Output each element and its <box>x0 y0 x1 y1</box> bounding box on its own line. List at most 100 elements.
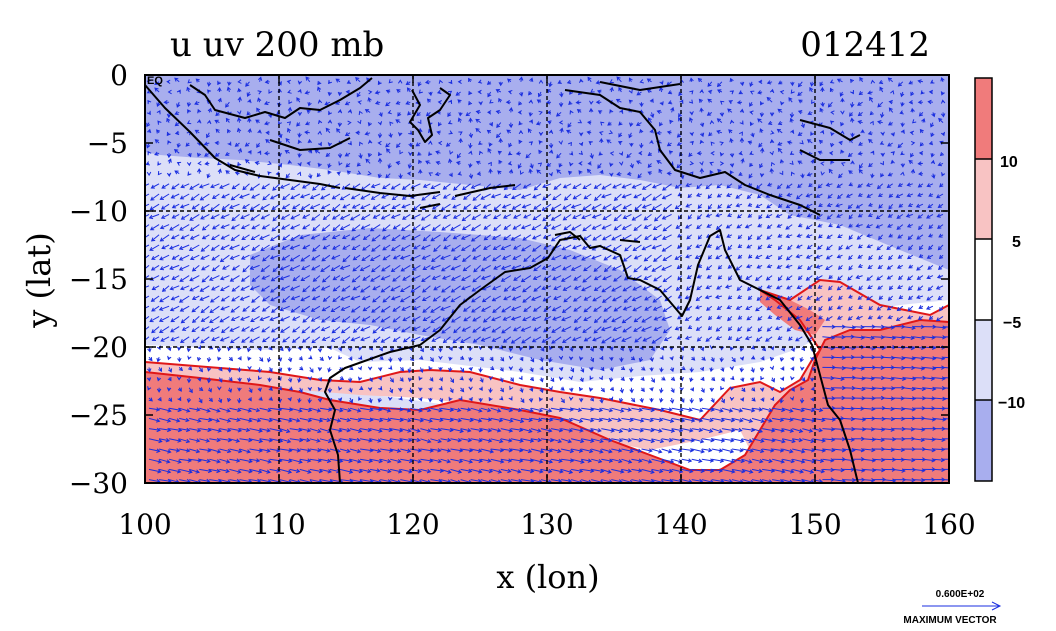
wind-vector-arrow <box>341 336 351 344</box>
wind-vector-arrow <box>539 366 544 371</box>
wind-vector-arrow <box>882 386 896 391</box>
wind-vector-arrow <box>709 170 714 175</box>
wind-vector-arrow <box>918 150 924 156</box>
wind-vector-arrow <box>468 163 473 169</box>
wind-vector-arrow <box>593 265 602 272</box>
wind-vector-arrow <box>680 397 685 403</box>
wind-vector-arrow <box>420 417 433 423</box>
wind-vector-arrow <box>159 193 170 200</box>
wind-vector-arrow <box>438 397 444 404</box>
wind-vector-arrow <box>523 305 532 312</box>
wind-vector-arrow <box>392 305 401 312</box>
wind-vector-arrow <box>917 183 924 188</box>
wind-vector-arrow <box>941 172 946 177</box>
wind-vector-arrow <box>289 407 303 413</box>
wind-vector-arrow <box>541 203 552 211</box>
wind-vector-arrow <box>755 305 763 312</box>
wind-vector-arrow <box>759 112 765 118</box>
wind-vector-arrow <box>500 417 514 423</box>
wind-vector-arrow <box>304 90 310 95</box>
wind-vector-arrow <box>489 122 493 127</box>
wind-vector-arrow <box>785 233 793 239</box>
wind-vector-arrow <box>146 377 152 382</box>
wind-vector-arrow <box>538 110 543 116</box>
wind-vector-arrow <box>621 183 632 189</box>
wind-vector-arrow <box>882 376 895 381</box>
wind-vector-arrow <box>686 234 693 240</box>
wind-vector-arrow <box>302 316 311 323</box>
wind-vector-arrow <box>651 468 664 474</box>
wind-vector-arrow <box>867 264 873 269</box>
wind-vector-arrow <box>857 120 863 125</box>
wind-vector-arrow <box>209 437 221 443</box>
wind-vector-arrow <box>327 367 332 373</box>
wind-vector-arrow <box>239 458 253 464</box>
wind-vector-arrow <box>741 458 753 464</box>
wind-vector-arrow <box>260 213 270 220</box>
wind-vector-arrow <box>463 193 471 200</box>
wind-vector-arrow <box>912 366 926 371</box>
wind-vector-arrow <box>240 244 250 251</box>
wind-vector-arrow <box>801 377 806 382</box>
wind-vector-arrow <box>430 407 443 413</box>
wind-vector-arrow <box>351 224 361 232</box>
wind-vector-arrow <box>772 417 785 422</box>
wind-vector-arrow <box>512 224 522 230</box>
wind-vector-arrow <box>170 295 180 301</box>
wind-vector-arrow <box>511 305 522 311</box>
wind-vector-arrow <box>327 79 333 85</box>
wind-vector-arrow <box>154 151 160 156</box>
wind-vector-arrow <box>785 224 793 230</box>
wind-vector-arrow <box>437 122 442 127</box>
wind-vector-arrow <box>726 183 733 189</box>
wind-vector-arrow <box>361 295 371 301</box>
wind-vector-arrow <box>810 377 815 382</box>
wind-vector-arrow <box>360 438 373 443</box>
wind-vector-arrow <box>357 119 362 125</box>
wind-vector-arrow <box>777 147 783 154</box>
wind-vector-arrow <box>622 285 632 292</box>
wind-vector-arrow <box>471 244 482 252</box>
wind-vector-arrow <box>857 192 863 197</box>
wind-vector-arrow <box>726 203 733 209</box>
wind-vector-arrow <box>189 458 202 463</box>
wind-vector-arrow <box>401 234 411 240</box>
wind-vector-arrow <box>806 244 813 250</box>
wind-vector-arrow <box>265 130 270 136</box>
wind-vector-arrow <box>876 275 883 281</box>
wind-vector-arrow <box>440 437 452 443</box>
wind-vector-arrow <box>501 305 512 313</box>
wind-vector-arrow <box>349 428 363 433</box>
wind-vector-arrow <box>942 479 949 481</box>
wind-vector-arrow <box>769 150 774 156</box>
wind-vector-arrow <box>644 295 652 301</box>
wind-vector-arrow <box>194 129 200 134</box>
wind-vector-arrow <box>553 285 562 291</box>
wind-vector-arrow <box>563 193 572 201</box>
wind-vector-arrow <box>528 99 534 104</box>
wind-vector-arrow <box>737 254 743 259</box>
wind-vector-arrow <box>362 305 371 312</box>
wind-vector-arrow <box>685 254 692 259</box>
wind-vector-arrow <box>279 315 290 322</box>
wind-vector-arrow <box>850 102 855 108</box>
wind-vector-arrow <box>661 407 673 412</box>
wind-vector-arrow <box>452 213 461 219</box>
wind-vector-arrow <box>671 448 683 453</box>
wind-vector-arrow <box>917 285 924 291</box>
wind-vector-arrow <box>882 406 895 412</box>
wind-vector-arrow <box>755 336 763 342</box>
wind-vector-arrow <box>319 458 332 464</box>
wind-vector-arrow <box>741 468 754 474</box>
wind-vector-arrow <box>653 326 662 331</box>
wind-vector-arrow <box>620 366 626 371</box>
wind-vector-arrow <box>262 336 270 343</box>
wind-vector-arrow <box>297 377 302 383</box>
wind-vector-arrow <box>518 139 523 144</box>
wind-vector-arrow <box>836 183 843 188</box>
wind-vector-arrow <box>643 214 652 221</box>
wind-vector-arrow <box>217 87 222 93</box>
wind-vector-arrow <box>281 224 290 230</box>
wind-vector-arrow <box>852 324 865 330</box>
wind-vector-arrow <box>731 356 736 363</box>
